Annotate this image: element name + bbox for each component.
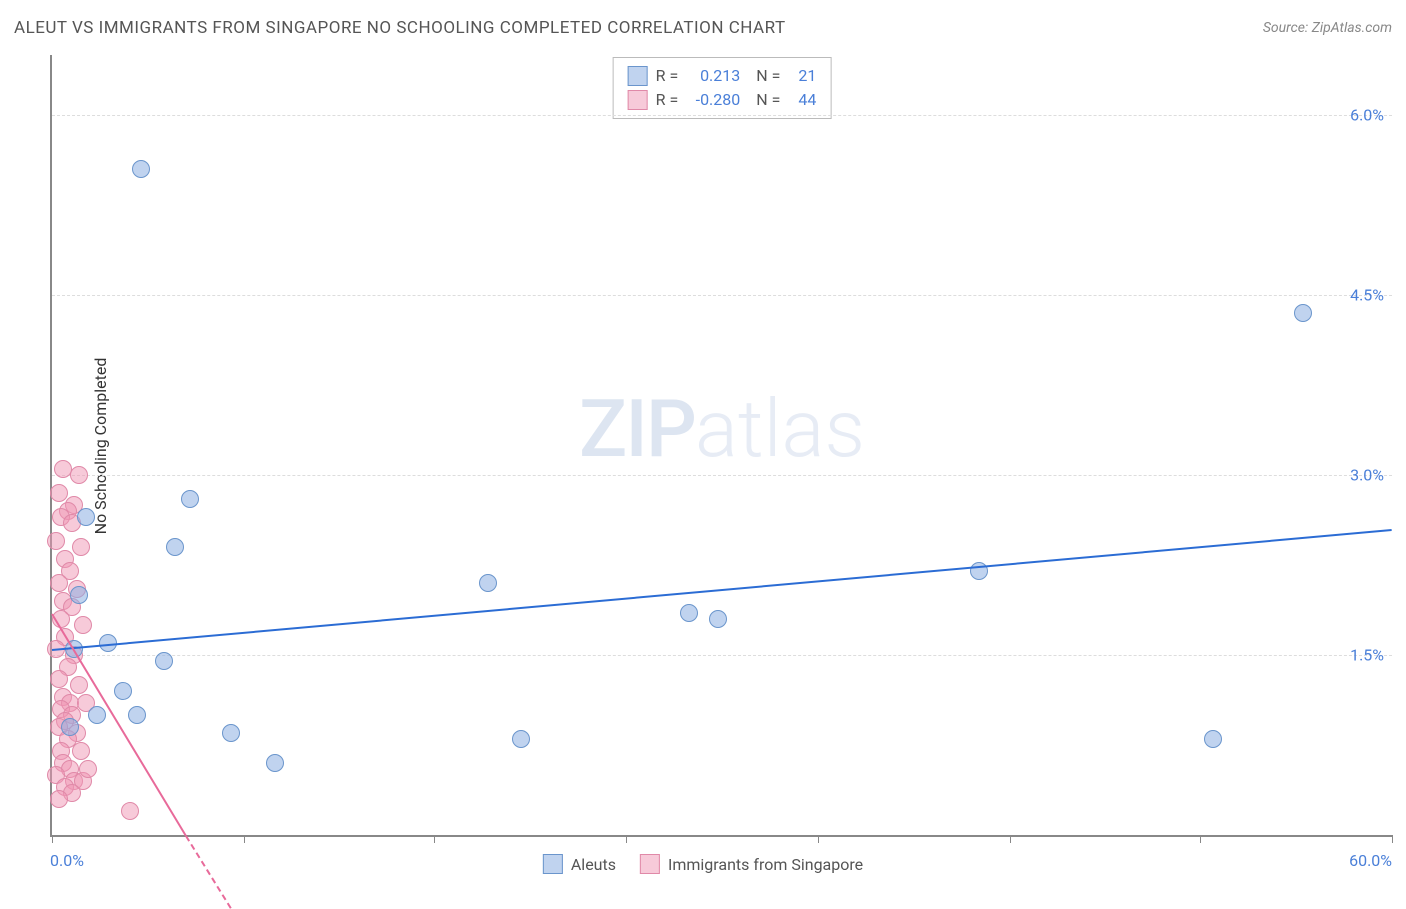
data-point-aleuts bbox=[155, 652, 173, 670]
data-point-singapore bbox=[70, 466, 88, 484]
legend-swatch bbox=[628, 90, 648, 110]
data-point-aleuts bbox=[1294, 304, 1312, 322]
x-axis-max-label: 60.0% bbox=[1349, 851, 1392, 870]
legend-label: Aleuts bbox=[571, 855, 616, 874]
gridline bbox=[52, 115, 1392, 116]
data-point-singapore bbox=[121, 802, 139, 820]
legend-swatch bbox=[628, 66, 648, 86]
data-point-singapore bbox=[50, 484, 68, 502]
plot-region: ZIPatlas R = 0.213 N = 21 R = -0.280 N = 44 1… bbox=[50, 55, 1392, 837]
chart-title: ALEUT VS IMMIGRANTS FROM SINGAPORE NO SC… bbox=[14, 18, 786, 38]
watermark-zip: ZIP bbox=[579, 382, 695, 476]
data-point-singapore bbox=[50, 574, 68, 592]
chart-area: ZIPatlas R = 0.213 N = 21 R = -0.280 N = 44 1… bbox=[50, 55, 1392, 837]
data-point-singapore bbox=[72, 538, 90, 556]
watermark-atlas: atlas bbox=[695, 382, 865, 476]
legend-item: Aleuts bbox=[543, 854, 616, 874]
data-point-singapore bbox=[50, 670, 68, 688]
x-axis-min-label: 0.0% bbox=[50, 851, 84, 870]
data-point-aleuts bbox=[114, 682, 132, 700]
stat-n-label: N = bbox=[748, 64, 780, 88]
stat-r-label: R = bbox=[656, 64, 679, 88]
data-point-aleuts bbox=[266, 754, 284, 772]
data-point-aleuts bbox=[1204, 730, 1222, 748]
x-tick bbox=[52, 835, 53, 843]
data-point-aleuts bbox=[181, 490, 199, 508]
y-tick-label: 6.0% bbox=[1350, 106, 1384, 125]
x-tick bbox=[1200, 835, 1201, 843]
bottom-legend: Aleuts Immigrants from Singapore bbox=[543, 854, 863, 874]
x-tick bbox=[626, 835, 627, 843]
data-point-aleuts bbox=[680, 604, 698, 622]
legend-item: Immigrants from Singapore bbox=[640, 854, 863, 874]
data-point-aleuts bbox=[128, 706, 146, 724]
stat-r-label: R = bbox=[656, 88, 679, 112]
x-tick bbox=[244, 835, 245, 843]
data-point-aleuts bbox=[166, 538, 184, 556]
stat-n-value: 44 bbox=[788, 88, 816, 112]
data-point-aleuts bbox=[88, 706, 106, 724]
gridline bbox=[52, 475, 1392, 476]
stat-r-value: -0.280 bbox=[686, 88, 740, 112]
x-tick bbox=[434, 835, 435, 843]
gridline bbox=[52, 295, 1392, 296]
legend-label: Immigrants from Singapore bbox=[668, 855, 863, 874]
data-point-singapore bbox=[79, 760, 97, 778]
watermark: ZIPatlas bbox=[579, 382, 865, 476]
data-point-aleuts bbox=[70, 586, 88, 604]
data-point-singapore bbox=[50, 790, 68, 808]
chart-source: Source: ZipAtlas.com bbox=[1263, 20, 1392, 36]
data-point-aleuts bbox=[77, 508, 95, 526]
data-point-aleuts bbox=[709, 610, 727, 628]
y-tick-label: 4.5% bbox=[1350, 286, 1384, 305]
gridline bbox=[52, 655, 1392, 656]
trend-line bbox=[185, 835, 231, 908]
data-point-aleuts bbox=[222, 724, 240, 742]
data-point-singapore bbox=[47, 532, 65, 550]
data-point-aleuts bbox=[479, 574, 497, 592]
stats-row: R = -0.280 N = 44 bbox=[628, 88, 817, 112]
stat-r-value: 0.213 bbox=[686, 64, 740, 88]
trend-line bbox=[52, 529, 1392, 651]
data-point-aleuts bbox=[132, 160, 150, 178]
y-tick-label: 1.5% bbox=[1350, 646, 1384, 665]
data-point-aleuts bbox=[512, 730, 530, 748]
y-tick-label: 3.0% bbox=[1350, 466, 1384, 485]
stats-legend-box: R = 0.213 N = 21 R = -0.280 N = 44 bbox=[613, 57, 832, 119]
x-tick bbox=[818, 835, 819, 843]
data-point-aleuts bbox=[61, 718, 79, 736]
legend-swatch bbox=[543, 854, 563, 874]
x-tick bbox=[1010, 835, 1011, 843]
data-point-singapore bbox=[74, 616, 92, 634]
legend-swatch bbox=[640, 854, 660, 874]
x-tick bbox=[1392, 835, 1393, 843]
stat-n-value: 21 bbox=[788, 64, 816, 88]
chart-header: ALEUT VS IMMIGRANTS FROM SINGAPORE NO SC… bbox=[14, 18, 1392, 38]
stats-row: R = 0.213 N = 21 bbox=[628, 64, 817, 88]
data-point-singapore bbox=[70, 676, 88, 694]
stat-n-label: N = bbox=[748, 88, 780, 112]
data-point-singapore bbox=[72, 742, 90, 760]
